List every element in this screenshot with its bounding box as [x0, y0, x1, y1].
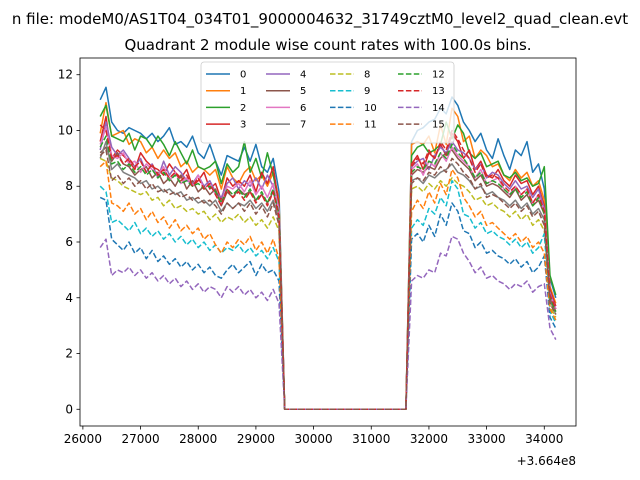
plot-frame: [79, 57, 577, 427]
legend-label-3: 3: [240, 120, 246, 131]
y-tick-label: 4: [65, 291, 73, 305]
legend-label-11: 11: [364, 120, 377, 131]
series-line-13: [99, 124, 557, 411]
series-line-1: [99, 101, 557, 411]
figure-suptitle: n file: modeM0/AS1T04_034T01_9000004632_…: [12, 10, 628, 29]
legend-label-7: 7: [300, 120, 306, 131]
series-line-6: [99, 126, 557, 411]
y-tick-label: 8: [65, 179, 73, 193]
x-tick-label: 30000: [294, 432, 332, 446]
x-tick-label: 27000: [121, 432, 159, 446]
series-line-0: [99, 86, 557, 411]
x-tick-label: 26000: [64, 432, 102, 446]
series-line-9: [99, 179, 557, 411]
series-line-3: [99, 115, 557, 411]
x-tick-label: 34000: [525, 432, 563, 446]
series-lines: [99, 86, 557, 411]
series-line-7: [99, 140, 557, 411]
series-line-15: [99, 149, 557, 411]
x-tick-label: 31000: [352, 432, 390, 446]
series-line-14: [99, 235, 557, 411]
y-tick-label: 0: [65, 402, 73, 416]
series-line-10: [99, 196, 557, 411]
legend-label-4: 4: [300, 70, 306, 81]
legend-label-12: 12: [432, 70, 445, 81]
legend-label-9: 9: [364, 86, 370, 97]
x-tick-label: 28000: [179, 432, 217, 446]
series-line-11: [99, 160, 557, 411]
x-tick-label: 29000: [237, 432, 275, 446]
legend-label-15: 15: [432, 120, 445, 131]
chart-title: Quadrant 2 module wise count rates with …: [124, 36, 531, 54]
y-axis-ticks: 0 2 4 6 8 10 12: [58, 68, 80, 416]
legend-label-5: 5: [300, 86, 306, 97]
legend-label-0: 0: [240, 70, 246, 81]
legend-label-1: 1: [240, 86, 246, 97]
x-tick-label: 32000: [410, 432, 448, 446]
x-offset-label: +3.664e8: [517, 454, 576, 468]
x-axis-ticks: 26000 27000 28000 29000 30000 31000 32000 33000…: [64, 426, 563, 446]
x-tick-label: 33000: [468, 432, 506, 446]
series-line-8: [99, 157, 557, 411]
legend-label-2: 2: [240, 103, 246, 114]
legend-label-6: 6: [300, 103, 306, 114]
y-tick-label: 2: [65, 347, 73, 361]
y-tick-label: 10: [58, 123, 73, 137]
legend-label-13: 13: [432, 86, 445, 97]
legend-frame: [200, 61, 455, 144]
y-tick-label: 6: [65, 235, 73, 249]
legend-label-14: 14: [432, 103, 445, 114]
legend-label-8: 8: [364, 70, 370, 81]
y-tick-label: 12: [58, 68, 73, 82]
legend-label-10: 10: [364, 103, 377, 114]
